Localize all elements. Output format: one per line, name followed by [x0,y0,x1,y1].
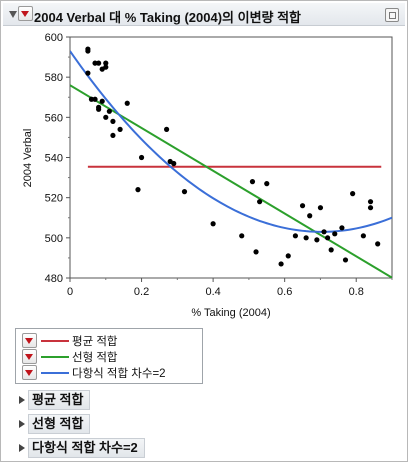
y-tick-label: 500 [45,233,63,245]
x-tick-label: 0.8 [349,286,364,298]
data-point [332,231,338,237]
outline-label[interactable]: 선형 적합 [28,414,91,434]
x-tick-label: 0.6 [277,286,292,298]
data-point [350,191,356,197]
data-point [314,237,320,243]
x-tick-label: 0 [67,286,73,298]
title-bar: 2004 Verbal 대 % Taking (2004)의 이변량 적합 [3,3,405,26]
legend-swatch [41,356,69,358]
legend-label: 평균 적합 [72,336,118,348]
outline-label[interactable]: 평균 적합 [28,390,91,410]
data-point [96,60,102,66]
y-tick-label: 480 [45,273,63,285]
x-tick-label: 0.4 [205,286,220,298]
data-point [110,132,116,139]
data-point [375,241,381,247]
data-point [342,257,349,263]
data-point [164,126,170,132]
fit-line-linear [70,84,392,278]
legend-label: 다항식 적합 차수=2 [72,368,166,380]
legend-label: 선형 적합 [72,352,118,364]
data-point [303,235,309,241]
data-point [110,118,116,124]
red-triangle-menu-icon[interactable] [22,365,37,380]
panel-title: 2004 Verbal 대 % Taking (2004)의 이변량 적합 [34,10,302,25]
data-point [249,179,256,185]
outline-label[interactable]: 다항식 적합 차수=2 [28,438,145,458]
data-point [85,48,91,54]
data-point [367,199,374,205]
data-point [253,249,259,255]
legend-swatch [41,340,69,342]
x-axis-label: % Taking (2004) [191,307,270,319]
fit-lines [70,50,392,278]
x-tick-label: 0.2 [134,286,149,298]
data-point [299,203,306,209]
data-point [85,70,91,76]
scatter-chart: 480 500 520 540 560 580 600 0 0.2 0.4 0.6 0.8 2004… [22,32,393,319]
data-point [135,187,141,193]
y-tick-label: 520 [45,193,63,205]
data-point [92,60,98,66]
red-triangle-menu-icon[interactable] [22,349,37,364]
data-point [257,199,263,205]
data-point [239,233,245,239]
data-point [181,189,188,195]
data-point [339,225,345,231]
data-point [360,233,366,239]
y-axis-label: 2004 Verbal [22,129,34,188]
data-point [264,181,270,187]
data-points [85,46,381,267]
data-point [278,261,284,267]
data-point [96,106,102,112]
data-point [317,205,324,211]
expand-triangle-icon[interactable] [19,444,25,452]
y-tick-label: 580 [45,72,63,84]
data-point [325,235,331,241]
collapse-triangle-icon[interactable] [9,11,17,18]
red-triangle-menu-icon[interactable] [18,6,33,21]
lock-icon[interactable] [385,8,399,22]
data-point [328,247,334,253]
red-triangle-menu-icon[interactable] [22,333,37,348]
data-point [138,154,145,161]
expand-triangle-icon[interactable] [19,396,25,404]
data-point [92,96,98,102]
data-point [99,98,105,104]
data-point [367,205,374,211]
y-tick-label: 560 [45,112,63,124]
legend-swatch [41,372,69,374]
y-tick-label: 600 [45,32,63,44]
data-point [124,100,130,106]
data-point [321,229,327,235]
data-point [285,253,291,259]
data-point [117,126,123,132]
y-axis: 480 500 520 540 560 580 600 [45,32,70,285]
data-point [103,60,109,66]
data-point [292,233,298,239]
data-point [88,96,95,102]
x-axis: 0 0.2 0.4 0.6 0.8 [67,278,393,298]
legend: 평균 적합 선형 적합 다항식 적합 차수=2 [15,328,203,384]
data-point [171,160,177,167]
data-point [210,221,216,227]
y-tick-label: 540 [45,153,63,165]
plot-frame [69,36,393,279]
fit-line-quadratic [70,50,392,233]
expand-triangle-icon[interactable] [19,420,25,428]
data-point [103,64,109,70]
data-point [106,108,112,114]
data-point [307,213,313,219]
data-point [103,114,109,120]
